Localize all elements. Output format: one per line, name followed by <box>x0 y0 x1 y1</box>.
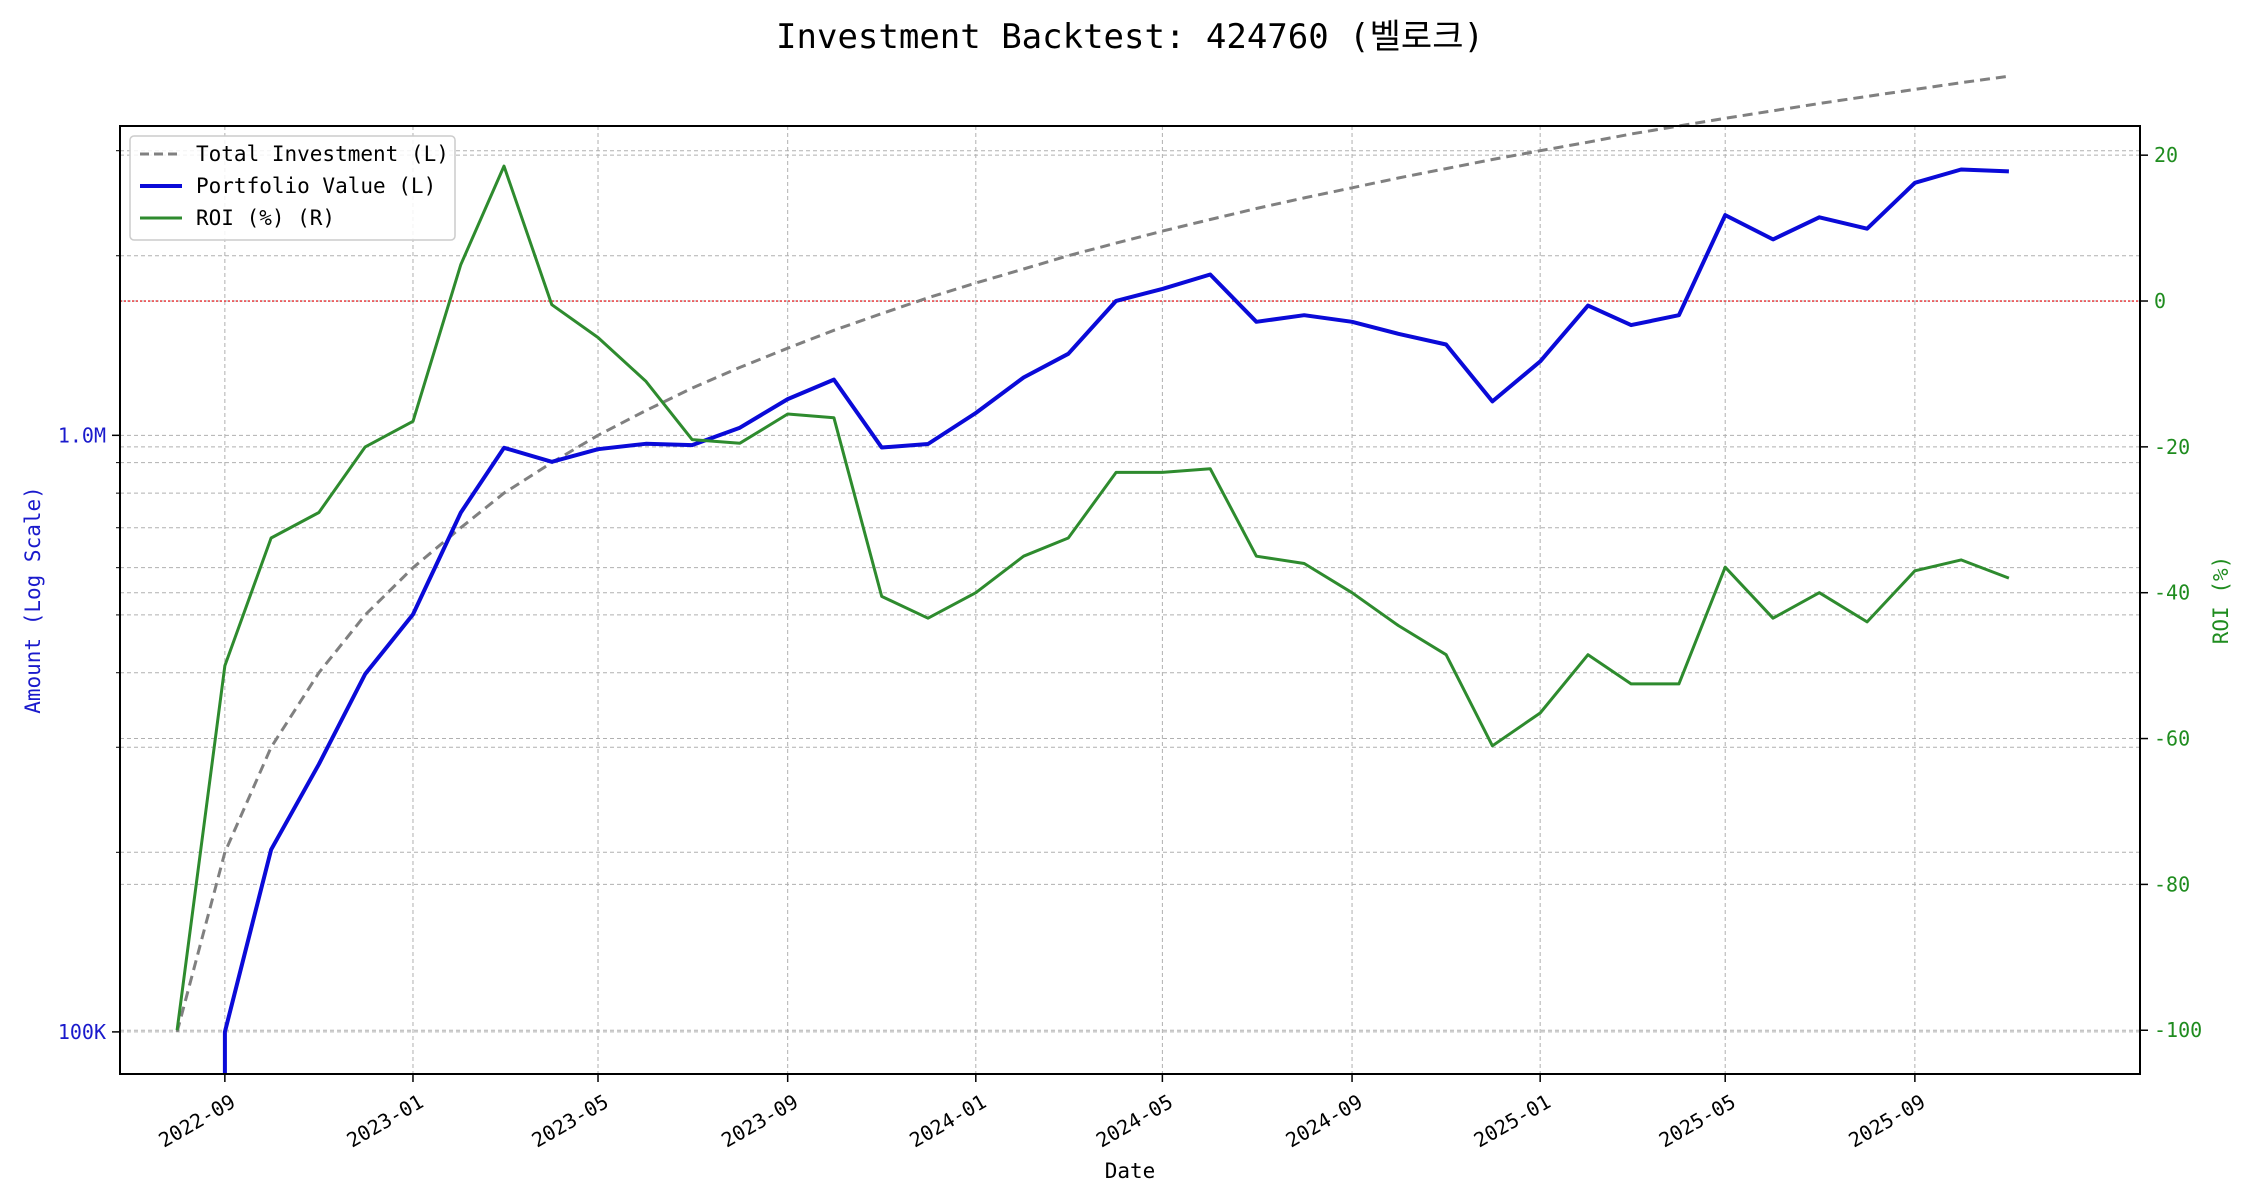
right-axis-label: ROI (%) <box>2209 556 2233 645</box>
x-tick-label: 2023-01 <box>342 1089 427 1152</box>
series-total-investment <box>175 74 2010 1033</box>
x-tick-label: 2024-05 <box>1092 1089 1177 1152</box>
x-axis-label: Date <box>1105 1159 1156 1183</box>
left-tick-label: 100K <box>58 1020 106 1044</box>
legend-box <box>129 135 456 241</box>
right-tick-label: 20 <box>2154 143 2178 167</box>
left-axis-ticks: 100K 1.0M <box>58 150 120 1044</box>
x-tick-label: 2025-09 <box>1844 1089 1929 1152</box>
right-tick-label: -60 <box>2154 727 2190 751</box>
right-tick-label: -20 <box>2154 435 2190 459</box>
legend: Total Investment (L) Portfolio Value (L)… <box>129 135 456 241</box>
x-tick-label: 2025-01 <box>1470 1089 1555 1152</box>
right-axis-ticks: 20 0 -20 -40 -60 -80 -100 <box>2140 143 2202 1042</box>
x-tick-label: 2023-09 <box>717 1089 802 1152</box>
series-portfolio-value <box>222 167 2009 1074</box>
legend-label-portfolio: Portfolio Value (L) <box>196 174 436 198</box>
chart-title: Investment Backtest: 424760 (벨로크) <box>776 17 1484 57</box>
right-tick-label: -40 <box>2154 581 2190 605</box>
right-tick-label: -80 <box>2154 872 2190 896</box>
x-tick-label: 2022-09 <box>154 1089 239 1152</box>
series-roi <box>175 164 2010 1031</box>
legend-label-investment: Total Investment (L) <box>196 142 449 166</box>
legend-label-roi: ROI (%) (R) <box>196 206 335 230</box>
x-axis-ticks: 2022-09 2023-01 2023-05 2023-09 2024-01 2024-… <box>154 1074 1929 1152</box>
gridlines <box>120 126 2140 1074</box>
plot-frame <box>119 125 2141 1075</box>
x-tick-label: 2024-09 <box>1282 1089 1367 1152</box>
series-layer <box>175 74 2010 1074</box>
right-tick-label: -100 <box>2154 1018 2202 1042</box>
x-tick-label: 2024-01 <box>905 1089 990 1152</box>
left-tick-label: 1.0M <box>58 423 106 447</box>
x-tick-label: 2025-05 <box>1655 1089 1740 1152</box>
x-tick-label: 2023-05 <box>528 1089 613 1152</box>
left-axis-label: Amount (Log Scale) <box>21 486 45 714</box>
right-tick-label: 0 <box>2154 289 2166 313</box>
